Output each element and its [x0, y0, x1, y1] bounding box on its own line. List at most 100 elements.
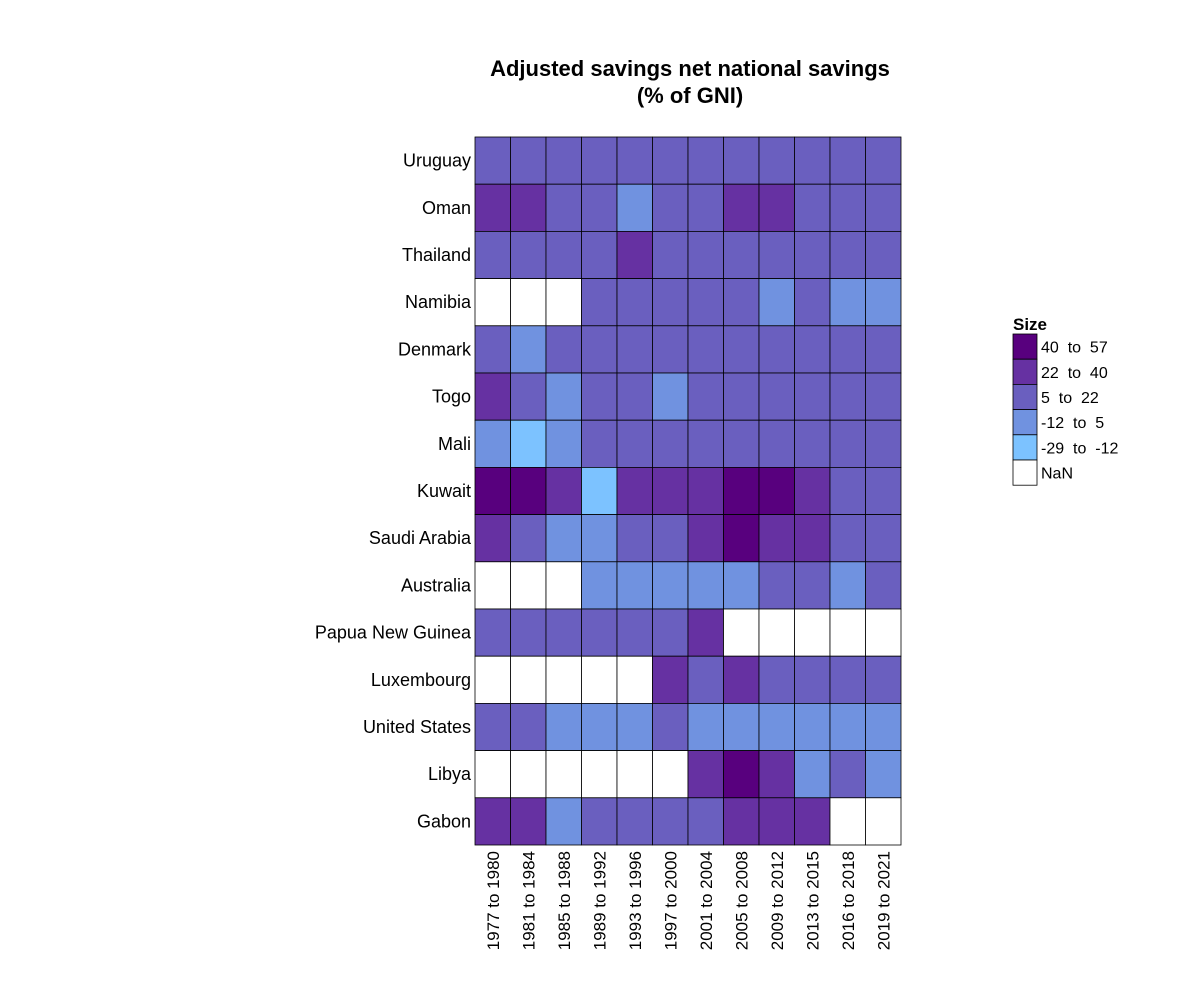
heatmap-cell — [474, 750, 511, 799]
heatmap-cell — [687, 655, 724, 704]
heatmap-cell — [652, 372, 689, 421]
legend-swatch — [1012, 383, 1038, 410]
heatmap-cell — [545, 325, 582, 374]
row-label: Libya — [428, 764, 472, 784]
heatmap-cell — [545, 136, 582, 185]
row-label: Saudi Arabia — [369, 528, 472, 548]
legend-swatch — [1012, 333, 1038, 360]
heatmap-cell — [510, 750, 547, 799]
legend-swatch — [1012, 358, 1038, 385]
heatmap-cell — [510, 703, 547, 752]
chart-title: Adjusted savings net national savings (%… — [490, 56, 890, 108]
row-label: Denmark — [398, 339, 472, 359]
heatmap-cell — [829, 325, 866, 374]
heatmap-cell — [474, 372, 511, 421]
heatmap-cell — [474, 561, 511, 610]
heatmap-cell — [687, 514, 724, 563]
heatmap-cell — [687, 278, 724, 327]
heatmap-cell — [723, 230, 760, 279]
heatmap-cell — [794, 372, 831, 421]
heatmap-cell — [510, 514, 547, 563]
column-label: 1977 to 1980 — [484, 851, 503, 950]
heatmap-cell — [510, 372, 547, 421]
column-label: 1985 to 1988 — [555, 851, 574, 950]
heatmap-cell — [723, 278, 760, 327]
heatmap-cell — [865, 136, 902, 185]
heatmap-cell — [865, 655, 902, 704]
heatmap-cell — [545, 419, 582, 468]
heatmap-cell — [545, 797, 582, 846]
heatmap-cell — [758, 561, 795, 610]
heatmap-cell — [474, 136, 511, 185]
heatmap-cell — [616, 278, 653, 327]
heatmap-cell — [829, 655, 866, 704]
heatmap-cell — [510, 655, 547, 704]
column-label: 1997 to 2000 — [661, 851, 680, 950]
heatmap-cell — [758, 136, 795, 185]
heatmap-cell — [829, 136, 866, 185]
heatmap-cell — [829, 750, 866, 799]
heatmap-cell — [581, 183, 618, 232]
heatmap-cell — [474, 325, 511, 374]
heatmap-cell — [687, 230, 724, 279]
heatmap-cell — [581, 608, 618, 657]
heatmap-cell — [545, 561, 582, 610]
heatmap-cell — [794, 325, 831, 374]
heatmap-cell — [829, 466, 866, 515]
heatmap-cell — [545, 514, 582, 563]
heatmap-cell — [581, 750, 618, 799]
column-label: 1981 to 1984 — [519, 851, 538, 950]
heatmap-cell — [723, 608, 760, 657]
heatmap-cell — [581, 419, 618, 468]
heatmap-cell — [865, 419, 902, 468]
row-label: Papua New Guinea — [315, 623, 472, 643]
heatmap-cell — [616, 514, 653, 563]
heatmap-cell — [865, 183, 902, 232]
heatmap-cell — [794, 230, 831, 279]
heatmap-cell — [723, 372, 760, 421]
heatmap-cell — [616, 466, 653, 515]
heatmap-cell — [652, 608, 689, 657]
row-label: Kuwait — [417, 481, 471, 501]
heatmap-cell — [687, 608, 724, 657]
heatmap-cell — [510, 230, 547, 279]
heatmap-cell — [758, 608, 795, 657]
heatmap-cell — [616, 750, 653, 799]
heatmap-cell — [545, 703, 582, 752]
heatmap-cell — [758, 183, 795, 232]
heatmap-cell — [794, 750, 831, 799]
heatmap-cell — [652, 797, 689, 846]
row-label: United States — [363, 717, 471, 737]
chart-title-line-1: Adjusted savings net national savings — [490, 56, 890, 81]
heatmap-cell — [794, 136, 831, 185]
heatmap-cell — [581, 797, 618, 846]
heatmap-cell — [474, 183, 511, 232]
heatmap-cell — [723, 325, 760, 374]
heatmap-cell — [794, 561, 831, 610]
heatmap-cell — [865, 230, 902, 279]
row-labels: Uruguay Oman Thailand Namibia Denmark Togo Mal… — [315, 151, 472, 832]
heatmap-cell — [865, 372, 902, 421]
heatmap-cell — [794, 655, 831, 704]
heatmap-cell — [616, 608, 653, 657]
heatmap-cell — [687, 750, 724, 799]
heatmap-cell — [616, 183, 653, 232]
legend-title: Size — [1013, 315, 1047, 334]
heatmap-cell — [794, 797, 831, 846]
heatmap-cell — [794, 419, 831, 468]
heatmap-cell — [652, 183, 689, 232]
heatmap-cell — [616, 797, 653, 846]
heatmap-cell — [723, 703, 760, 752]
heatmap-cell — [545, 183, 582, 232]
heatmap-cell — [865, 514, 902, 563]
heatmap-cell — [794, 514, 831, 563]
column-label: 2009 to 2012 — [768, 851, 787, 950]
heatmap-cell — [865, 750, 902, 799]
heatmap-cell — [865, 703, 902, 752]
heatmap-cell — [687, 183, 724, 232]
heatmap-cell — [545, 608, 582, 657]
heatmap-cell — [687, 136, 724, 185]
heatmap-cell — [474, 466, 511, 515]
column-label: 1993 to 1996 — [626, 851, 645, 950]
